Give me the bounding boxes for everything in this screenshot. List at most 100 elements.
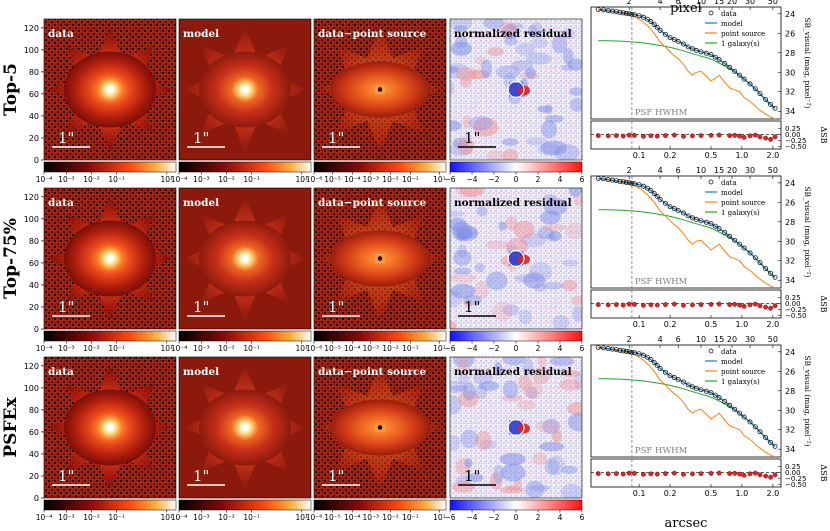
data-point: [716, 395, 722, 401]
residual-blob: [518, 374, 532, 391]
panel-title: data: [48, 197, 74, 209]
dsb-point: [681, 302, 686, 308]
dsb-point: [698, 302, 704, 308]
dsb-point: [626, 132, 632, 138]
residual-ring: [507, 418, 525, 437]
data-point: [727, 233, 733, 239]
data-point: [667, 204, 673, 210]
bottom-tick-label: 2.0: [766, 320, 779, 329]
panel-0: [44, 357, 176, 498]
residual-blob: [482, 19, 505, 30]
colorbar: [178, 330, 312, 342]
data-point: [708, 52, 714, 58]
image-ytick-label: 100: [24, 215, 39, 224]
dsb-point: [662, 471, 668, 477]
data-point: [727, 64, 733, 70]
residual-blob: [450, 395, 462, 415]
dsb-point: [708, 301, 714, 307]
dsb-tick-label: 0.25: [785, 463, 801, 471]
data-point: [722, 399, 728, 404]
data-point: [629, 349, 635, 355]
data-point: [703, 50, 709, 56]
image-ytick-label: 80: [29, 68, 39, 77]
dsb-point: [737, 302, 743, 308]
dsb-point: [716, 132, 722, 138]
data-point: [648, 188, 654, 194]
colorbar-tick-label: 10⁻²: [83, 344, 100, 353]
residual-blob: [567, 58, 582, 71]
residual-blob: [450, 283, 476, 299]
dsb-point: [747, 133, 753, 139]
top-tick-label: 15: [714, 335, 724, 344]
residual-blob: [479, 439, 497, 450]
top-tick-label: 50: [768, 335, 778, 344]
panel-frame: [43, 18, 177, 161]
dsb-frame: [590, 458, 782, 488]
data-point: [708, 221, 714, 227]
data-point: [681, 379, 686, 385]
sb-ytick-label: 28: [785, 49, 795, 58]
residual-blob: [548, 230, 562, 242]
residual-blob: [501, 394, 523, 402]
colorbar: [449, 330, 583, 342]
top-tick-label: 20: [727, 166, 737, 175]
dsb-tick-label: −0.50: [785, 481, 806, 489]
sb-ytick-label: 28: [785, 218, 795, 227]
data-point: [651, 22, 657, 27]
colorbar-tick-label: 10¹: [433, 513, 446, 522]
residual-blob: [541, 223, 567, 232]
legend-label: point source: [721, 368, 765, 376]
legend-label: point source: [721, 199, 765, 207]
image-ytick-label: 120: [24, 362, 39, 371]
point-source-peak: [106, 255, 114, 262]
scale-bar-label: 1": [58, 467, 74, 485]
residual-blob: [450, 380, 467, 394]
image-ytick-label: 20: [29, 472, 39, 481]
residual-blob: [466, 473, 484, 483]
sb-ytick-label: 32: [785, 88, 795, 97]
colorbar-tick-label: 10¹: [433, 344, 446, 353]
image-ytick-label: 60: [29, 259, 39, 268]
residual-blob: [474, 262, 485, 273]
panel-3: [450, 357, 582, 498]
data-point: [636, 182, 642, 188]
colorbar-tick-label: 10⁻³: [363, 344, 380, 353]
dsb-point: [620, 133, 626, 139]
residual-blob: [463, 298, 472, 308]
residual-blob: [486, 150, 506, 160]
residual-blob: [545, 114, 564, 123]
dsb-point: [648, 133, 654, 139]
dsb-point: [595, 133, 601, 139]
data-point: [722, 61, 728, 66]
dsb-tick-label: −0.50: [785, 143, 806, 151]
residual-blob: [489, 199, 501, 207]
top-tick-label: 10: [696, 0, 706, 6]
panel-frame: [313, 356, 447, 499]
row-label: Top-75%: [1, 218, 21, 299]
bottom-tick-label: 0.1: [633, 489, 646, 498]
residual-blob: [464, 458, 473, 468]
data-point: [757, 91, 763, 97]
colorbar-tick-label: 10⁻⁴: [344, 513, 361, 522]
residual-blob: [560, 483, 582, 498]
panel-2: [314, 357, 446, 498]
colorbar-tick-label: 10⁻¹: [108, 175, 125, 184]
data-point: [667, 35, 673, 41]
dsb-point: [768, 305, 773, 311]
residual-blob: [502, 148, 519, 160]
point-source-peak: [106, 86, 114, 93]
data-point: [613, 347, 619, 353]
colorbar-tick-label: 10¹: [433, 175, 446, 184]
subtracted-center: [377, 87, 383, 92]
legend-label: data: [721, 179, 737, 187]
colorbar-tick-label: 10⁻²: [218, 175, 235, 184]
sb-ytick-label: 26: [785, 198, 795, 207]
dsb-point: [772, 134, 778, 140]
colorbar-tick-label: 10⁻³: [193, 344, 210, 353]
colorbar-tick-label: 10⁻¹: [243, 344, 260, 353]
dsb-point: [752, 470, 758, 476]
residual-blob: [515, 42, 536, 56]
panel-title: data−point source: [318, 197, 427, 209]
colorbar-tick-label: 0: [514, 344, 519, 353]
